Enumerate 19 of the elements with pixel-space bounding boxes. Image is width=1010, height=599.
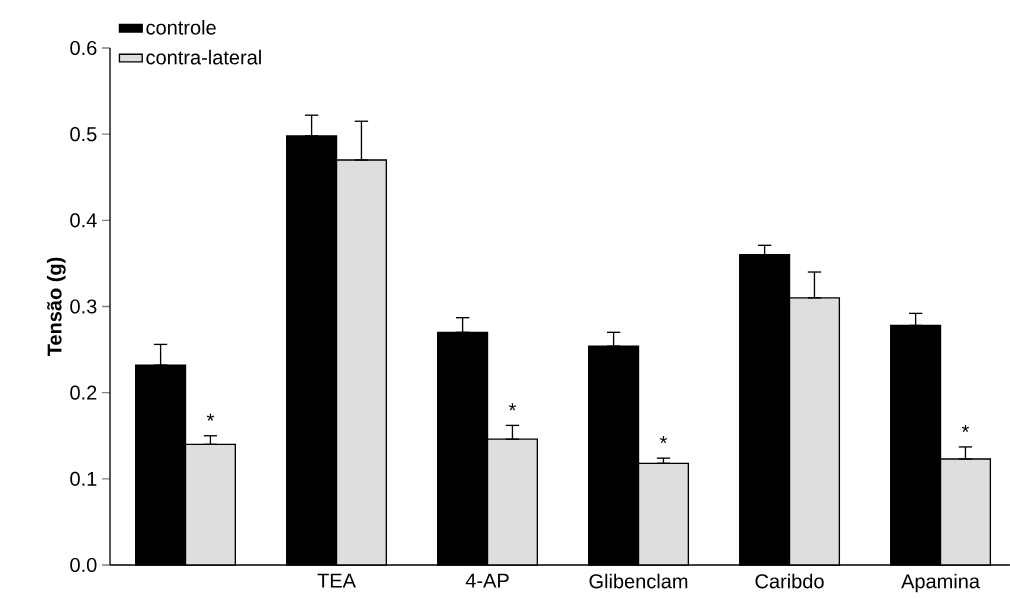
legend-label: contra-lateral — [146, 49, 261, 65]
y-tick-label: 0.5 — [70, 127, 97, 142]
y-axis-title: Tensão (g) — [46, 257, 66, 357]
y-tick-label: 0.4 — [70, 213, 97, 228]
x-tick-label: TEA — [317, 573, 356, 588]
legend-label: controle — [146, 19, 216, 35]
y-tick-label: 0.2 — [70, 385, 97, 400]
annotation: * — [508, 403, 517, 411]
annotation: * — [659, 436, 668, 444]
x-tick-label: Caribdo — [755, 573, 824, 589]
annotation: * — [206, 413, 214, 421]
x-tick-label: Apamina — [901, 573, 980, 593]
y-tick-label: 0.3 — [70, 299, 97, 314]
y-tick-label: 0.0 — [70, 557, 97, 573]
y-tick-label: 0.1 — [70, 471, 97, 486]
annotation: * — [961, 424, 970, 432]
x-tick-label: 4-AP — [465, 573, 509, 588]
y-tick-label: 0.6 — [70, 40, 97, 56]
x-tick-label: Glibenclam — [589, 573, 688, 589]
